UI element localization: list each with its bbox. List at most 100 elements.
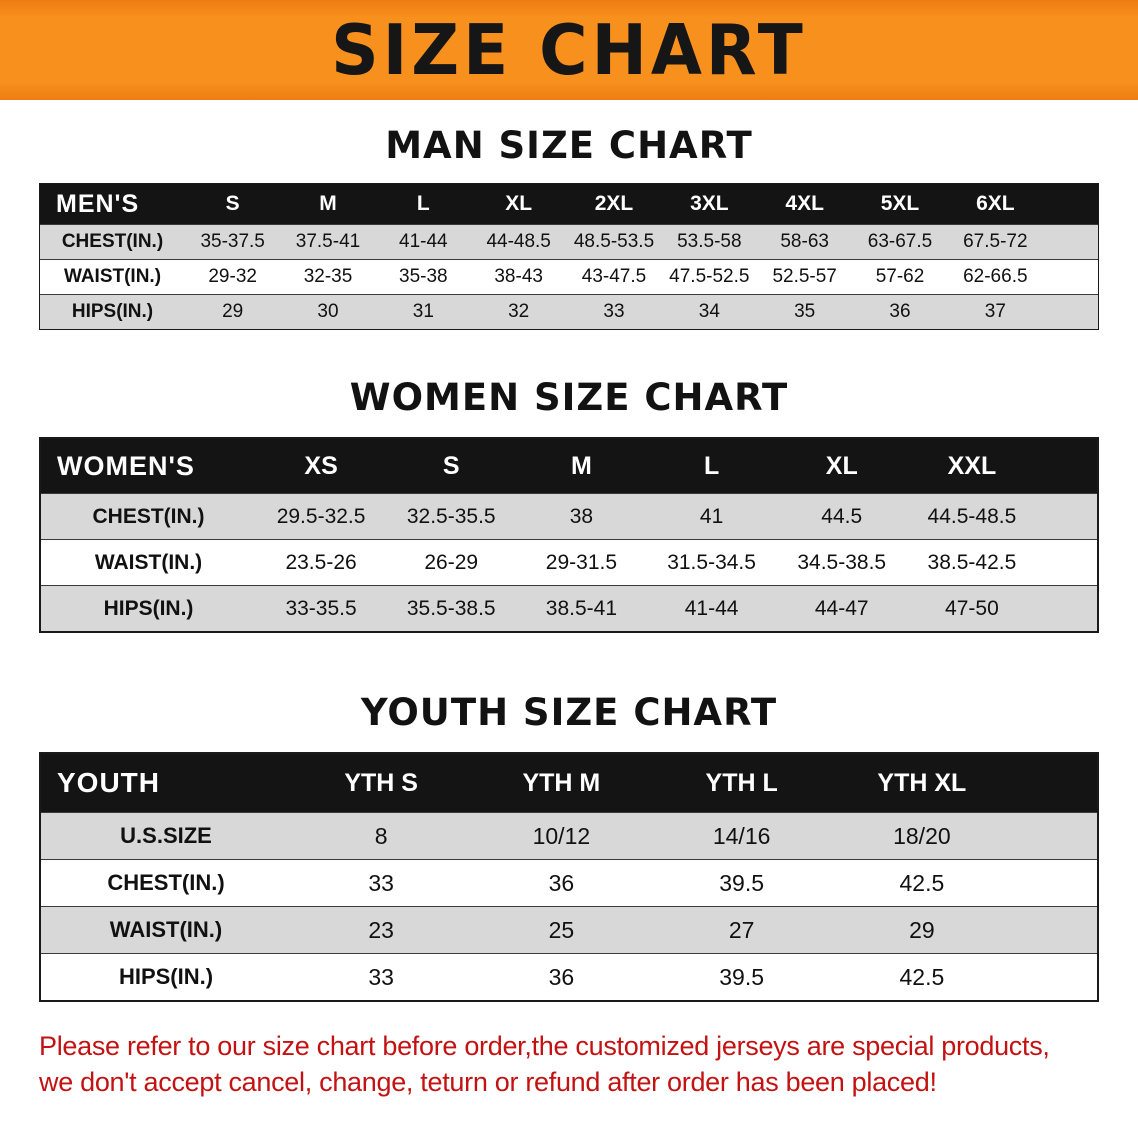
table-cell: 47.5-52.5 [669, 266, 750, 287]
order-policy-note-line1: Please refer to our size chart before or… [39, 1031, 1050, 1061]
row-label: WAIST(IN.) [94, 550, 203, 574]
table-cell: 35.5-38.5 [406, 596, 496, 620]
row-label: WAIST(IN.) [63, 266, 162, 287]
men-header-cell: XL [505, 192, 533, 215]
row-label: HIPS(IN.) [118, 964, 214, 989]
men-waist-row: WAIST(IN.) 29-32 32-35 35-38 38-43 43-47… [40, 259, 1098, 294]
men-hips-row: HIPS(IN.) 29 30 31 32 33 34 35 36 37 [40, 294, 1098, 329]
youth-ussize-row: U.S.SIZE 8 10/12 14/16 18/20 [41, 812, 1097, 859]
order-policy-note: Please refer to our size chart before or… [39, 1028, 1099, 1101]
table-cell: 38.5-41 [545, 596, 618, 620]
men-header-cell: 4XL [785, 192, 824, 215]
youth-header-cell: YTH XL [877, 768, 967, 797]
men-header-cell: 6XL [976, 192, 1015, 215]
table-cell: 32.5-35.5 [406, 504, 496, 528]
women-table-corner-label: WOMEN'S [57, 450, 195, 481]
table-cell: 36 [889, 301, 911, 322]
table-cell: 52.5-57 [772, 266, 837, 287]
table-cell: 33 [603, 301, 625, 322]
table-cell: 35-37.5 [200, 231, 265, 252]
table-cell: 32 [508, 301, 530, 322]
table-cell: 44-48.5 [486, 231, 551, 252]
men-header-cell: 2XL [594, 192, 634, 215]
table-cell: 41-44 [684, 596, 739, 620]
women-header-cell: XS [304, 451, 338, 480]
women-waist-row: WAIST(IN.) 23.5-26 26-29 29-31.5 31.5-34… [41, 539, 1097, 585]
row-label: CHEST(IN.) [92, 504, 205, 528]
table-cell: 38.5-42.5 [927, 550, 1017, 574]
men-section-heading: MAN SIZE CHART [385, 124, 753, 167]
table-cell: 36 [548, 963, 575, 990]
youth-header-cell: YTH L [705, 768, 778, 797]
table-cell: 41 [699, 504, 724, 528]
table-cell: 23 [368, 916, 394, 943]
table-cell: 32-35 [303, 266, 353, 287]
table-cell: 44-47 [814, 596, 869, 620]
table-cell: 35 [794, 301, 816, 322]
table-cell: 34.5-38.5 [797, 550, 887, 574]
banner-title: SIZE CHART [331, 9, 807, 91]
size-chart-content: MAN SIZE CHART MEN'S S M L XL 2XL 3XL 4X… [0, 124, 1138, 1101]
women-header-cell: XXL [947, 451, 997, 480]
men-table-corner-label: MEN'S [56, 189, 140, 218]
table-cell: 41-44 [399, 231, 448, 252]
table-cell: 38-43 [494, 266, 543, 287]
table-cell: 47-50 [945, 596, 999, 620]
table-cell: 62-66.5 [963, 266, 1028, 287]
row-label: CHEST(IN.) [61, 231, 164, 252]
men-header-cell: M [319, 192, 337, 215]
table-cell: 30 [317, 301, 339, 322]
youth-size-table: YOUTH YTH S YTH M YTH L YTH XL U.S.SIZE … [39, 752, 1099, 1002]
men-size-table: MEN'S S M L XL 2XL 3XL 4XL 5XL 6XL CHEST… [39, 183, 1099, 330]
table-cell: 37 [984, 301, 1006, 322]
youth-header-cell: YTH S [344, 768, 418, 797]
men-header-cell: S [225, 192, 240, 215]
table-cell: 31 [412, 301, 434, 322]
table-cell: 31.5-34.5 [667, 550, 756, 574]
women-header-cell: L [703, 451, 720, 480]
table-cell: 29 [222, 301, 244, 322]
table-cell: 44.5-48.5 [927, 504, 1017, 528]
youth-hips-row: HIPS(IN.) 33 36 39.5 42.5 [41, 953, 1097, 1000]
women-hips-row: HIPS(IN.) 33-35.5 35.5-38.5 38.5-41 41-4… [41, 585, 1097, 631]
women-section-heading: WOMEN SIZE CHART [349, 376, 789, 419]
women-header-cell: S [442, 451, 460, 480]
table-cell: 38 [569, 504, 594, 528]
table-cell: 34 [698, 301, 720, 322]
youth-chest-row: CHEST(IN.) 33 36 39.5 42.5 [41, 859, 1097, 906]
women-chest-row: CHEST(IN.) 29.5-32.5 32.5-35.5 38 41 44.… [41, 493, 1097, 539]
table-cell: 44.5 [821, 504, 863, 528]
men-chest-row: CHEST(IN.) 35-37.5 37.5-41 41-44 44-48.5… [40, 224, 1098, 259]
table-cell: 29 [909, 916, 935, 943]
table-cell: 42.5 [899, 869, 945, 896]
men-header-cell: 5XL [880, 192, 920, 215]
table-cell: 35-38 [399, 266, 448, 287]
table-cell: 48.5-53.5 [573, 231, 655, 252]
women-size-table: WOMEN'S XS S M L XL XXL CHEST(IN.) 29.5-… [39, 437, 1099, 633]
table-cell: 37.5-41 [295, 231, 361, 252]
men-header-cell: 3XL [690, 192, 729, 215]
table-cell: 53.5-58 [677, 231, 742, 252]
table-cell: 23.5-26 [285, 550, 357, 574]
size-chart-banner: SIZE CHART [0, 0, 1138, 100]
table-cell: 33 [368, 869, 394, 896]
youth-section-heading: YOUTH SIZE CHART [360, 691, 778, 734]
row-label: HIPS(IN.) [103, 596, 194, 620]
table-cell: 26-29 [424, 550, 479, 574]
table-cell: 25 [548, 916, 575, 943]
youth-waist-row: WAIST(IN.) 23 25 27 29 [41, 906, 1097, 953]
row-label: U.S.SIZE [120, 823, 212, 848]
table-cell: 33 [368, 963, 394, 990]
row-label: HIPS(IN.) [71, 301, 154, 322]
table-cell: 39.5 [719, 963, 764, 990]
table-cell: 29-31.5 [545, 550, 618, 574]
youth-table-header-row: YOUTH YTH S YTH M YTH L YTH XL [41, 754, 1097, 812]
table-cell: 67.5-72 [963, 231, 1028, 252]
table-cell: 14/16 [712, 822, 771, 849]
order-policy-note-line2: we don't accept cancel, change, teturn o… [39, 1067, 937, 1098]
table-cell: 57-62 [875, 266, 925, 287]
table-cell: 63-67.5 [867, 231, 933, 252]
row-label: WAIST(IN.) [109, 917, 223, 942]
women-header-cell: M [571, 451, 592, 480]
women-table-header-row: WOMEN'S XS S M L XL XXL [41, 439, 1097, 493]
